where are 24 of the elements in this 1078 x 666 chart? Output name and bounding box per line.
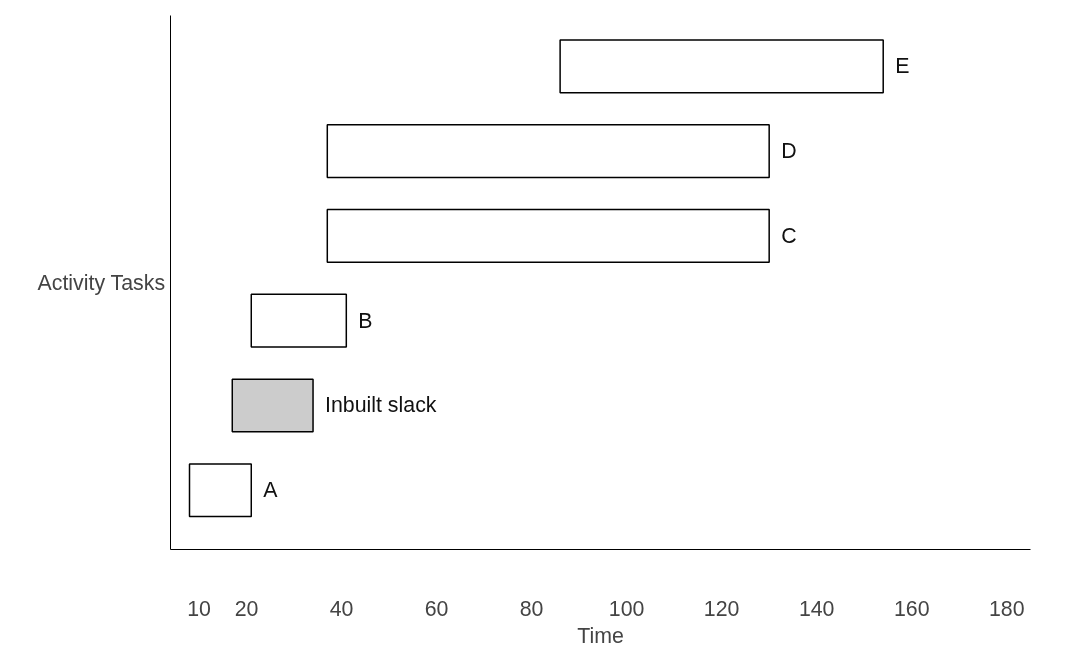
x-tick-label: 100 xyxy=(608,596,645,621)
x-tick-label: 140 xyxy=(798,596,835,621)
bar xyxy=(250,293,348,348)
x-tick-label: 160 xyxy=(893,596,930,621)
y-axis-title: Activity Tasks xyxy=(37,270,166,295)
y-tick-label: C xyxy=(781,223,797,248)
bar xyxy=(188,463,253,518)
x-tick-label: 40 xyxy=(329,596,354,621)
y-tick-label: A xyxy=(263,478,279,503)
x-tick-label: 10 xyxy=(187,596,212,621)
y-tick-label: D xyxy=(781,139,797,164)
x-tick-label: 20 xyxy=(234,596,259,621)
bar xyxy=(326,124,770,179)
bar xyxy=(326,208,770,263)
y-tick-label: Inbuilt slack xyxy=(325,393,437,418)
bar xyxy=(231,378,314,433)
x-tick-label: 180 xyxy=(988,596,1025,621)
x-tick-label: 120 xyxy=(703,596,740,621)
y-tick-label: B xyxy=(358,308,373,333)
x-tick-label: 80 xyxy=(519,596,544,621)
y-tick-label: E xyxy=(895,54,910,79)
bar xyxy=(559,39,884,94)
x-axis-title: Time xyxy=(577,623,624,648)
x-tick-label: 60 xyxy=(424,596,449,621)
